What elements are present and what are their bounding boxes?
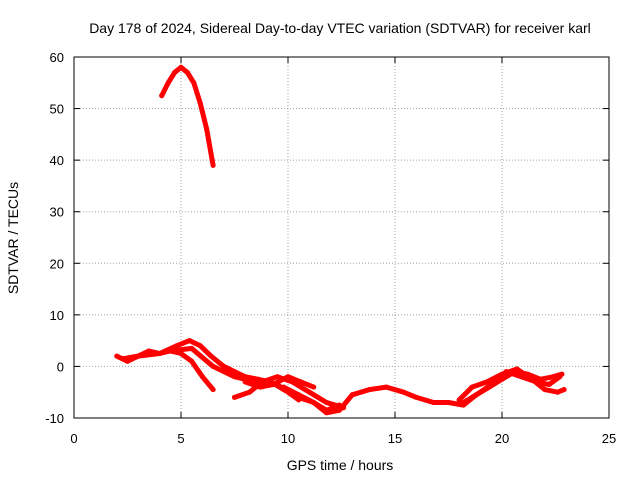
data-point [197, 100, 203, 106]
y-tick-label: 20 [50, 256, 64, 271]
data-point [461, 400, 466, 405]
data-point [557, 374, 563, 380]
data-point [349, 392, 355, 398]
chart-title: Day 178 of 2024, Sidereal Day-to-day VTE… [89, 20, 591, 36]
x-axis-label: GPS time / hours [287, 457, 394, 473]
y-tick-label: 0 [57, 359, 64, 374]
plot-frame [73, 56, 610, 419]
data-point [221, 363, 227, 369]
data-point [270, 382, 276, 387]
data-point [157, 351, 163, 356]
data-point [488, 382, 494, 387]
data-point [208, 353, 214, 359]
data-point [167, 348, 173, 354]
data-point [456, 397, 462, 403]
data-point [247, 389, 252, 395]
data-point [296, 392, 302, 398]
data-point [189, 358, 195, 364]
data-point [533, 379, 539, 385]
x-tick-label: 0 [70, 431, 77, 446]
data-point [473, 392, 479, 398]
y-tick-label: 50 [50, 102, 64, 117]
data-point [469, 384, 475, 390]
data-point [178, 64, 184, 70]
data-point [232, 369, 237, 375]
grid-lines [74, 57, 609, 418]
data-point [242, 379, 248, 385]
data-point [546, 382, 552, 387]
data-point [114, 353, 120, 359]
data-point [199, 374, 205, 380]
y-tick-label: -10 [45, 411, 64, 426]
y-axis-ticks: -10 0 10 20 30 40 50 60 [45, 50, 609, 426]
data-point [191, 80, 197, 86]
data-point [285, 374, 291, 380]
data-point [324, 410, 329, 416]
data-point [514, 366, 520, 372]
x-tick-label: 20 [495, 431, 509, 446]
data-point [232, 394, 237, 400]
data-point [306, 389, 312, 395]
data-point [172, 70, 178, 75]
x-tick-label: 25 [602, 431, 616, 446]
data-point [542, 387, 548, 393]
data-point [413, 394, 419, 400]
data-point [274, 374, 280, 380]
y-tick-label: 60 [50, 50, 64, 65]
data-point [210, 387, 216, 393]
data-series [114, 64, 567, 416]
data-point [281, 384, 287, 390]
data-point [518, 374, 524, 380]
data-point [298, 379, 304, 385]
data-point [311, 400, 317, 405]
x-tick-label: 5 [177, 431, 184, 446]
data-point [431, 400, 436, 405]
y-tick-label: 30 [50, 205, 64, 220]
data-point [503, 369, 509, 375]
data-point [120, 356, 126, 362]
y-tick-label: 40 [50, 153, 64, 168]
data-point [204, 126, 210, 132]
data-point [232, 374, 237, 380]
data-point [135, 353, 141, 359]
data-point [259, 379, 265, 385]
x-axis-ticks: 0 5 10 15 20 25 [70, 57, 616, 446]
data-point [561, 387, 567, 393]
data-point [366, 387, 372, 393]
data-point [446, 400, 451, 405]
data-point [184, 70, 190, 75]
y-tick-label: 10 [50, 308, 64, 323]
data-point [174, 343, 180, 349]
data-point [484, 379, 490, 385]
y-axis-label: SDTVAR / TECUs [5, 182, 21, 294]
data-point [210, 162, 216, 168]
data-point [383, 384, 389, 390]
x-tick-label: 10 [281, 431, 295, 446]
data-point [197, 343, 203, 349]
data-point [324, 400, 329, 405]
data-point [401, 389, 407, 395]
data-point [555, 389, 561, 395]
data-point [189, 345, 195, 351]
data-point [187, 338, 193, 344]
data-point [311, 384, 317, 390]
data-point [336, 407, 342, 413]
data-point [210, 363, 216, 369]
data-point [296, 397, 302, 403]
data-point [165, 80, 171, 86]
data-point [257, 384, 263, 390]
data-point [159, 93, 165, 99]
x-tick-label: 15 [388, 431, 402, 446]
